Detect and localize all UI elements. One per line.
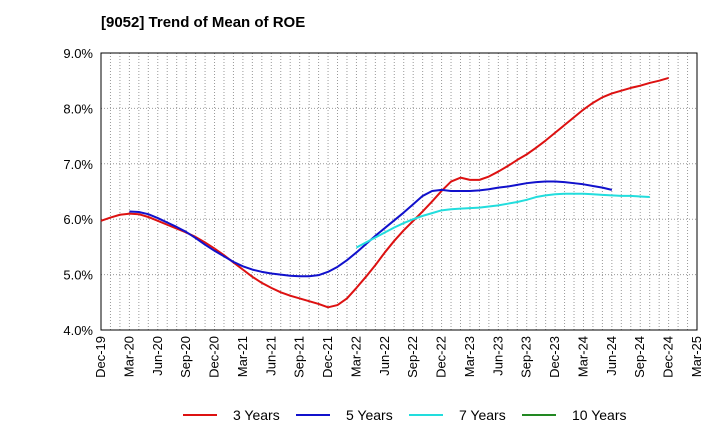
x-tick-label: Mar-24 xyxy=(575,336,590,377)
x-tick-label: Mar-25 xyxy=(689,336,704,377)
x-tick-label: Dec-23 xyxy=(547,336,562,378)
x-tick-label: Dec-21 xyxy=(320,336,335,378)
x-tick-label: Sep-23 xyxy=(519,336,534,378)
y-tick-label: 4.0% xyxy=(63,323,93,338)
y-tick-label: 9.0% xyxy=(63,46,93,61)
x-tick-label: Jun-24 xyxy=(604,336,619,376)
x-tick-label: Sep-20 xyxy=(178,336,193,378)
legend-swatch xyxy=(296,414,330,416)
legend: 3 Years 5 Years 7 Years 10 Years xyxy=(0,402,720,428)
series-lines xyxy=(100,76,669,309)
legend-item: 10 Years xyxy=(522,406,627,424)
legend-label: 5 Years xyxy=(346,407,393,423)
x-tick-label: Mar-21 xyxy=(235,336,250,377)
legend-swatch xyxy=(409,414,443,416)
legend-item: 7 Years xyxy=(409,406,506,424)
tick-labels: 9.0% 8.0% 7.0% 6.0% 5.0% 4.0%Dec-19 Mar-20 Jun-… xyxy=(63,46,704,378)
x-tick-label: Dec-24 xyxy=(661,336,676,378)
x-tick-label: Sep-22 xyxy=(405,336,420,378)
y-tick-label: 7.0% xyxy=(63,157,93,172)
x-tick-label: Mar-22 xyxy=(348,336,363,377)
x-tick-label: Jun-22 xyxy=(377,336,392,376)
legend-swatch xyxy=(183,414,217,416)
legend-item: 3 Years xyxy=(183,406,280,424)
x-tick-label: Dec-20 xyxy=(207,336,222,378)
series-line-7-years xyxy=(355,192,650,249)
x-tick-label: Sep-21 xyxy=(292,336,307,378)
y-tick-label: 6.0% xyxy=(63,212,93,227)
x-tick-label: Mar-20 xyxy=(121,336,136,377)
x-tick-label: Mar-23 xyxy=(462,336,477,377)
x-tick-label: Dec-22 xyxy=(434,336,449,378)
x-tick-label: Jun-23 xyxy=(490,336,505,376)
x-tick-label: Jun-20 xyxy=(150,336,165,376)
legend-label: 7 Years xyxy=(459,407,506,423)
axes xyxy=(100,52,698,331)
x-tick-label: Dec-19 xyxy=(93,336,108,378)
y-tick-label: 8.0% xyxy=(63,101,93,116)
y-tick-label: 5.0% xyxy=(63,268,93,283)
legend-item: 5 Years xyxy=(296,406,393,424)
legend-label: 10 Years xyxy=(572,407,627,423)
plot-frame xyxy=(100,52,698,331)
legend-swatch xyxy=(522,414,556,416)
x-tick-label: Sep-24 xyxy=(632,336,647,378)
chart-title: [9052] Trend of Mean of ROE xyxy=(101,14,306,31)
legend-label: 3 Years xyxy=(233,407,280,423)
x-tick-label: Jun-21 xyxy=(263,336,278,376)
